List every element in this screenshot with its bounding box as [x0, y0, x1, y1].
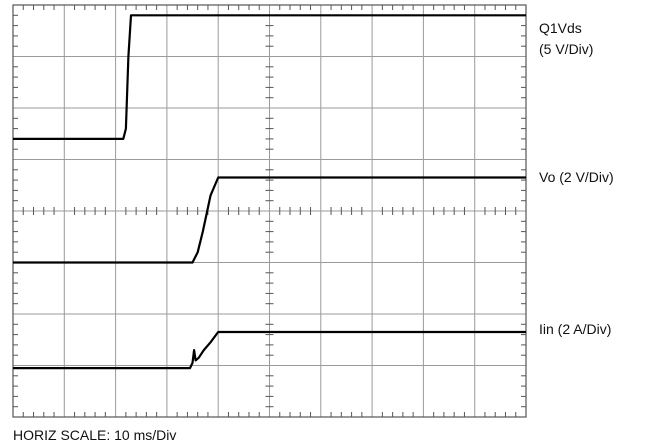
horizontal-scale-caption: HORIZ SCALE: 10 ms/Div — [13, 427, 176, 443]
q1vds-scale-label: (5 V/Div) — [539, 41, 593, 57]
iin-label: Iin (2 A/Div) — [539, 321, 611, 337]
q1vds-label: Q1Vds — [539, 20, 582, 36]
vo-label: Vo (2 V/Div) — [539, 169, 614, 185]
